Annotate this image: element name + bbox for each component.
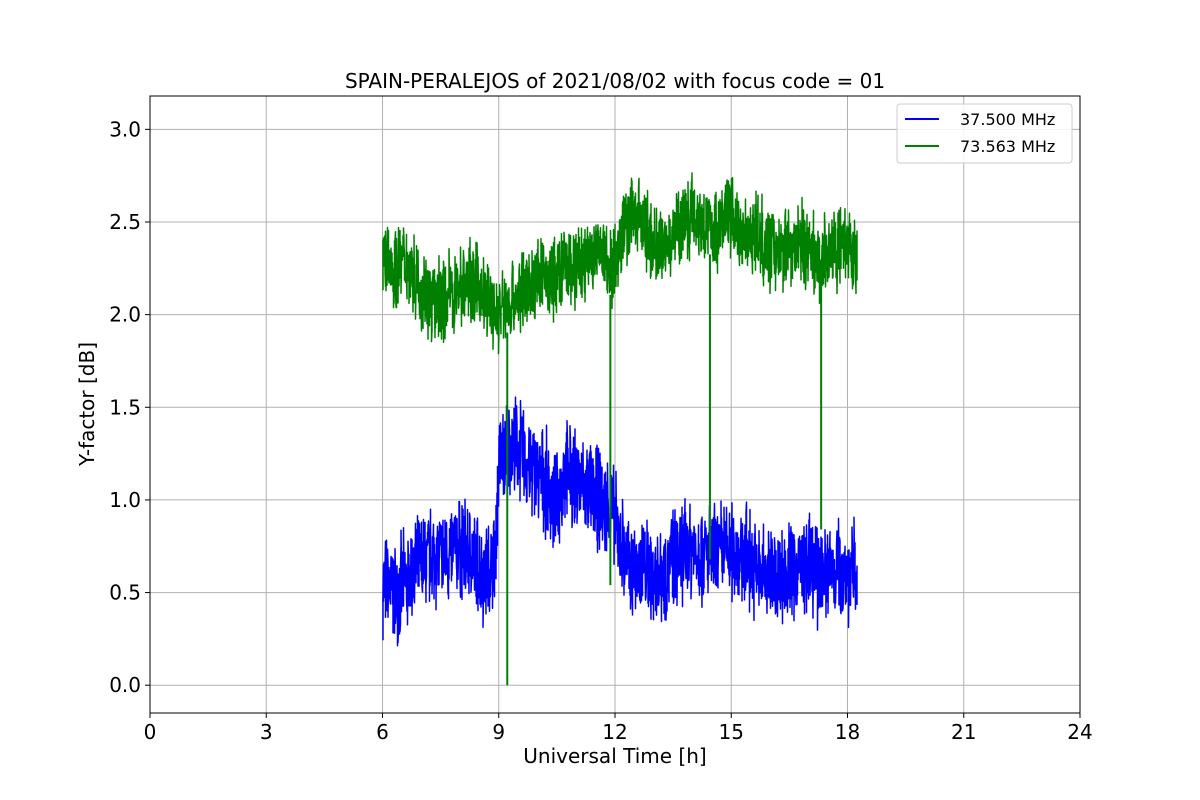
y-axis-label: Y-factor [dB] <box>75 342 99 467</box>
x-tick-label: 18 <box>835 720 860 744</box>
x-tick-label: 12 <box>602 720 627 744</box>
y-tick-label: 2.5 <box>109 210 141 234</box>
x-tick-label: 24 <box>1067 720 1092 744</box>
y-tick-label: 3.0 <box>109 117 141 141</box>
series-line-1 <box>382 172 858 355</box>
grid <box>149 96 1081 713</box>
y-tick-label: 2.0 <box>109 303 141 327</box>
legend-box <box>896 103 1073 164</box>
x-tick-label: 6 <box>376 720 389 744</box>
y-tick-label: 1.5 <box>109 395 141 419</box>
legend-entry-73563: 73.563 MHz <box>960 137 1055 156</box>
x-tick-label: 3 <box>260 720 273 744</box>
y-tick-label: 1.0 <box>109 488 141 512</box>
x-tick-label: 15 <box>719 720 744 744</box>
x-tick-label: 0 <box>144 720 157 744</box>
x-tick-label: 21 <box>951 720 976 744</box>
legend-entry-37500: 37.500 MHz <box>960 110 1055 129</box>
x-axis-label: Universal Time [h] <box>523 744 706 768</box>
y-tick-label: 0.5 <box>109 581 141 605</box>
axis-ticks: 0 3 6 9 12 15 18 21 24 0.0 0.5 1.0 1.5 2.0 2.5 3.0 <box>109 117 1093 744</box>
legend: 37.500 MHz 73.563 MHz <box>896 103 1073 164</box>
x-tick-label: 9 <box>492 720 505 744</box>
series-line-0 <box>382 396 858 647</box>
plot-series <box>382 172 858 686</box>
y-tick-label: 0.0 <box>109 673 141 697</box>
chart-title: SPAIN-PERALEJOS of 2021/08/02 with focus… <box>345 69 885 93</box>
